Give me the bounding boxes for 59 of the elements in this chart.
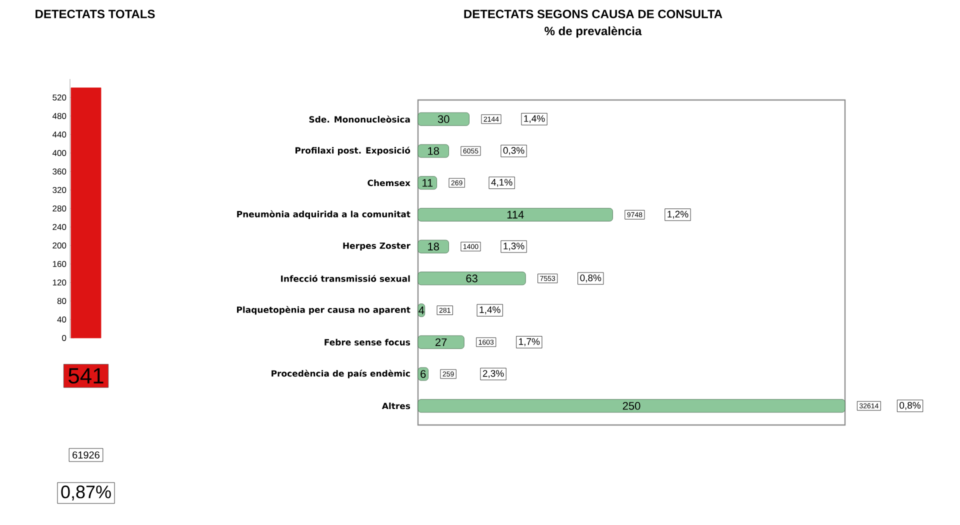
y-tick-label: Procedència de país endèmic — [272, 370, 410, 378]
annotation: 0,8% — [580, 274, 602, 282]
annotation: 1,4% — [524, 115, 545, 124]
data-label: 18 — [428, 242, 440, 250]
y-tick-label: 200 — [52, 242, 66, 249]
data-label: 30 — [438, 115, 450, 124]
annotation: 1,7% — [519, 338, 540, 346]
y-tick-label: Plaquetopènia per causa no aparent — [237, 306, 410, 315]
data-label: 4 — [418, 306, 424, 314]
data-label: 250 — [622, 402, 640, 410]
y-tick-label: 0 — [62, 334, 66, 342]
chart-title: DETECTATS SEGONS CAUSA DE CONSULTA — [464, 10, 722, 18]
text: 61926 — [72, 451, 100, 459]
y-tick-label: Profilaxi post. Exposició — [295, 146, 410, 156]
y-tick-label: 40 — [57, 316, 66, 323]
data-label: 541 — [68, 368, 104, 384]
data-label: 27 — [435, 338, 447, 346]
annotation: 1,3% — [504, 242, 524, 251]
annotation: 1,4% — [480, 306, 500, 314]
bar — [418, 272, 526, 286]
annotation: 4,1% — [491, 178, 512, 187]
data-label: 11 — [422, 179, 433, 187]
y-tick-label: Chemsex — [368, 180, 410, 186]
annotation: 2,3% — [482, 370, 504, 378]
data-label: 114 — [507, 210, 524, 218]
y-tick-label: Febre sense focus — [324, 338, 410, 346]
y-tick-label: 320 — [52, 187, 66, 194]
bar — [418, 367, 428, 381]
bar — [418, 112, 470, 126]
bar — [418, 144, 449, 158]
data-label: 18 — [428, 147, 440, 155]
y-tick-label: Pneumònia adquirida a la comunitat — [237, 210, 410, 219]
y-tick-label: 240 — [52, 224, 66, 230]
y-tick-label: Sde. Mononucleòsica — [309, 116, 410, 123]
bar — [418, 240, 449, 254]
bar — [418, 335, 464, 349]
y-tick-label: 160 — [52, 261, 66, 268]
annotation: 0,3% — [503, 147, 524, 155]
y-tick-label: 400 — [52, 150, 66, 156]
y-tick-label: 80 — [57, 298, 66, 304]
text: 0,8% — [900, 402, 921, 410]
y-tick-label: Altres — [382, 402, 410, 410]
y-tick-label: 520 — [52, 94, 66, 101]
bar — [418, 208, 613, 222]
y-tick-label: 480 — [52, 113, 66, 120]
data-label: 6 — [420, 370, 426, 378]
y-tick-label: Herpes Zoster — [343, 242, 410, 251]
data-label: 63 — [466, 274, 478, 282]
bar — [418, 176, 437, 190]
y-tick-label: 280 — [52, 206, 66, 212]
annotation: 1,2% — [668, 210, 688, 219]
y-tick-label: Infecció transmissió sexual — [281, 274, 410, 282]
text: 0,87% — [61, 486, 111, 500]
y-tick-label: 120 — [52, 280, 66, 286]
chart-title: DETECTATS TOTALS — [36, 10, 155, 18]
chart-subtitle: % de prevalència — [544, 26, 642, 38]
y-tick-label: 440 — [52, 132, 66, 138]
bar — [418, 399, 846, 413]
y-tick-label: 360 — [52, 168, 66, 175]
